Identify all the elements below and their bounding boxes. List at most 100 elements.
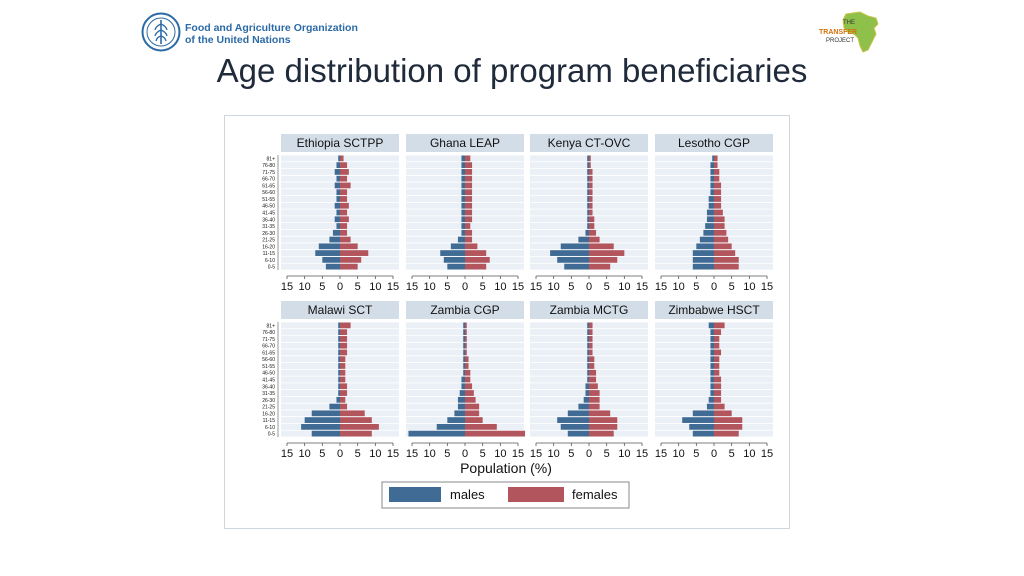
bar-female-61-65	[714, 349, 722, 356]
bar-female-11-15	[465, 250, 487, 256]
bar-female-36-40	[465, 383, 473, 390]
bar-female-0-5	[714, 263, 739, 270]
x-tick-label: 15	[655, 448, 667, 460]
bar-male-61-65	[710, 182, 714, 189]
partner-line2: TRANSFER	[819, 29, 858, 36]
bar-female-31-35	[340, 223, 348, 229]
bar-male-0-5	[311, 430, 340, 437]
bar-female-26-30	[714, 396, 722, 403]
bar-male-41-45	[461, 376, 465, 383]
bar-male-51-55	[710, 363, 714, 369]
y-tick-label: 0-5	[268, 265, 275, 271]
bar-male-46-50	[338, 369, 340, 376]
bar-male-31-35	[459, 390, 465, 396]
y-tick-label: 66-70	[262, 344, 275, 350]
bar-female-36-40	[465, 216, 473, 223]
bar-female-61-65	[465, 349, 467, 356]
panel-zambia-mctg: Zambia MCTG 15 10 5 0 5 10 15	[530, 301, 648, 460]
x-tick-label: 10	[673, 448, 685, 460]
x-tick-label: 15	[512, 281, 524, 293]
x-tick-label: 10	[673, 281, 685, 293]
panel-lesotho-cgp: Lesotho CGP 15 10 5 0 5 10 15	[655, 134, 773, 293]
y-tick-label: 41-45	[262, 378, 275, 384]
bar-male-81+	[461, 155, 465, 162]
bar-female-51-55	[465, 363, 469, 369]
bar-male-21-25	[578, 236, 589, 243]
bar-male-81+	[587, 322, 589, 329]
bar-female-36-40	[340, 383, 348, 390]
transfer-project-africa-icon	[842, 11, 879, 53]
bar-male-66-70	[463, 342, 465, 349]
x-tick-label: 10	[743, 281, 755, 293]
panel-title: Ethiopia SCTPP	[297, 136, 384, 150]
bar-female-41-45	[714, 376, 722, 383]
bar-male-71-75	[710, 169, 714, 175]
bar-male-11-15	[315, 250, 340, 256]
bar-male-76-80	[461, 162, 465, 169]
bar-male-66-70	[336, 175, 340, 182]
bar-female-31-35	[589, 390, 600, 396]
x-tick-label: 15	[406, 281, 418, 293]
bar-female-0-5	[340, 430, 372, 437]
bar-female-26-30	[465, 396, 476, 403]
org-name-line2: of the United Nations	[185, 34, 291, 46]
bar-male-21-25	[329, 236, 340, 243]
bar-male-36-40	[334, 216, 340, 223]
bar-female-41-45	[714, 209, 723, 216]
bar-female-66-70	[589, 175, 593, 182]
y-tick-label: 76-80	[262, 163, 275, 169]
bar-female-81+	[340, 155, 344, 162]
bar-male-61-65	[338, 349, 340, 356]
x-tick-label: 15	[387, 281, 399, 293]
bar-female-26-30	[714, 229, 727, 236]
y-tick-label: 0-5	[268, 432, 275, 438]
y-tick-label: 36-40	[262, 217, 275, 223]
bar-male-21-25	[329, 403, 340, 410]
bar-male-76-80	[336, 162, 340, 169]
bar-male-41-45	[461, 209, 465, 216]
bar-female-26-30	[589, 396, 600, 403]
bar-male-66-70	[461, 175, 465, 182]
bar-male-16-20	[450, 243, 465, 250]
bar-male-11-15	[447, 417, 465, 423]
bar-male-76-80	[587, 329, 589, 336]
bar-male-71-75	[334, 169, 340, 175]
bar-female-71-75	[465, 169, 473, 175]
y-tick-label: 31-35	[262, 224, 275, 230]
bar-male-16-20	[318, 243, 340, 250]
panel-title: Zambia CGP	[430, 303, 499, 317]
bar-female-31-35	[465, 390, 474, 396]
x-tick-label: 15	[761, 281, 773, 293]
y-tick-label: 81+	[267, 156, 276, 162]
x-tick-label: 0	[711, 281, 717, 293]
bar-female-6-10	[714, 423, 743, 430]
bar-male-0-5	[447, 263, 465, 270]
org-name-line1: Food and Agriculture Organization	[185, 22, 358, 34]
x-tick-label: 5	[444, 448, 450, 460]
y-tick-label: 16-20	[262, 244, 275, 250]
bar-female-66-70	[589, 342, 593, 349]
bar-male-76-80	[710, 162, 714, 169]
x-tick-label: 0	[337, 281, 343, 293]
x-tick-label: 5	[355, 281, 361, 293]
bar-male-41-45	[336, 209, 340, 216]
bar-male-11-15	[550, 250, 589, 256]
bar-female-31-35	[340, 390, 348, 396]
x-tick-label: 15	[406, 448, 418, 460]
bar-female-71-75	[340, 336, 348, 342]
bar-male-81+	[708, 322, 714, 329]
bar-female-0-5	[714, 430, 739, 437]
bar-female-61-65	[465, 182, 473, 189]
x-tick-label: 15	[530, 448, 542, 460]
bar-female-66-70	[465, 175, 473, 182]
bar-male-46-50	[710, 369, 714, 376]
bar-male-16-20	[311, 410, 340, 417]
bar-female-56-60	[340, 189, 348, 196]
bar-female-51-55	[714, 363, 720, 369]
bar-female-6-10	[589, 256, 618, 263]
y-tick-label: 16-20	[262, 411, 275, 417]
bar-female-16-20	[340, 410, 365, 417]
legend-swatch-females	[508, 487, 564, 502]
bar-male-76-80	[710, 329, 714, 336]
bar-female-81+	[340, 322, 351, 329]
